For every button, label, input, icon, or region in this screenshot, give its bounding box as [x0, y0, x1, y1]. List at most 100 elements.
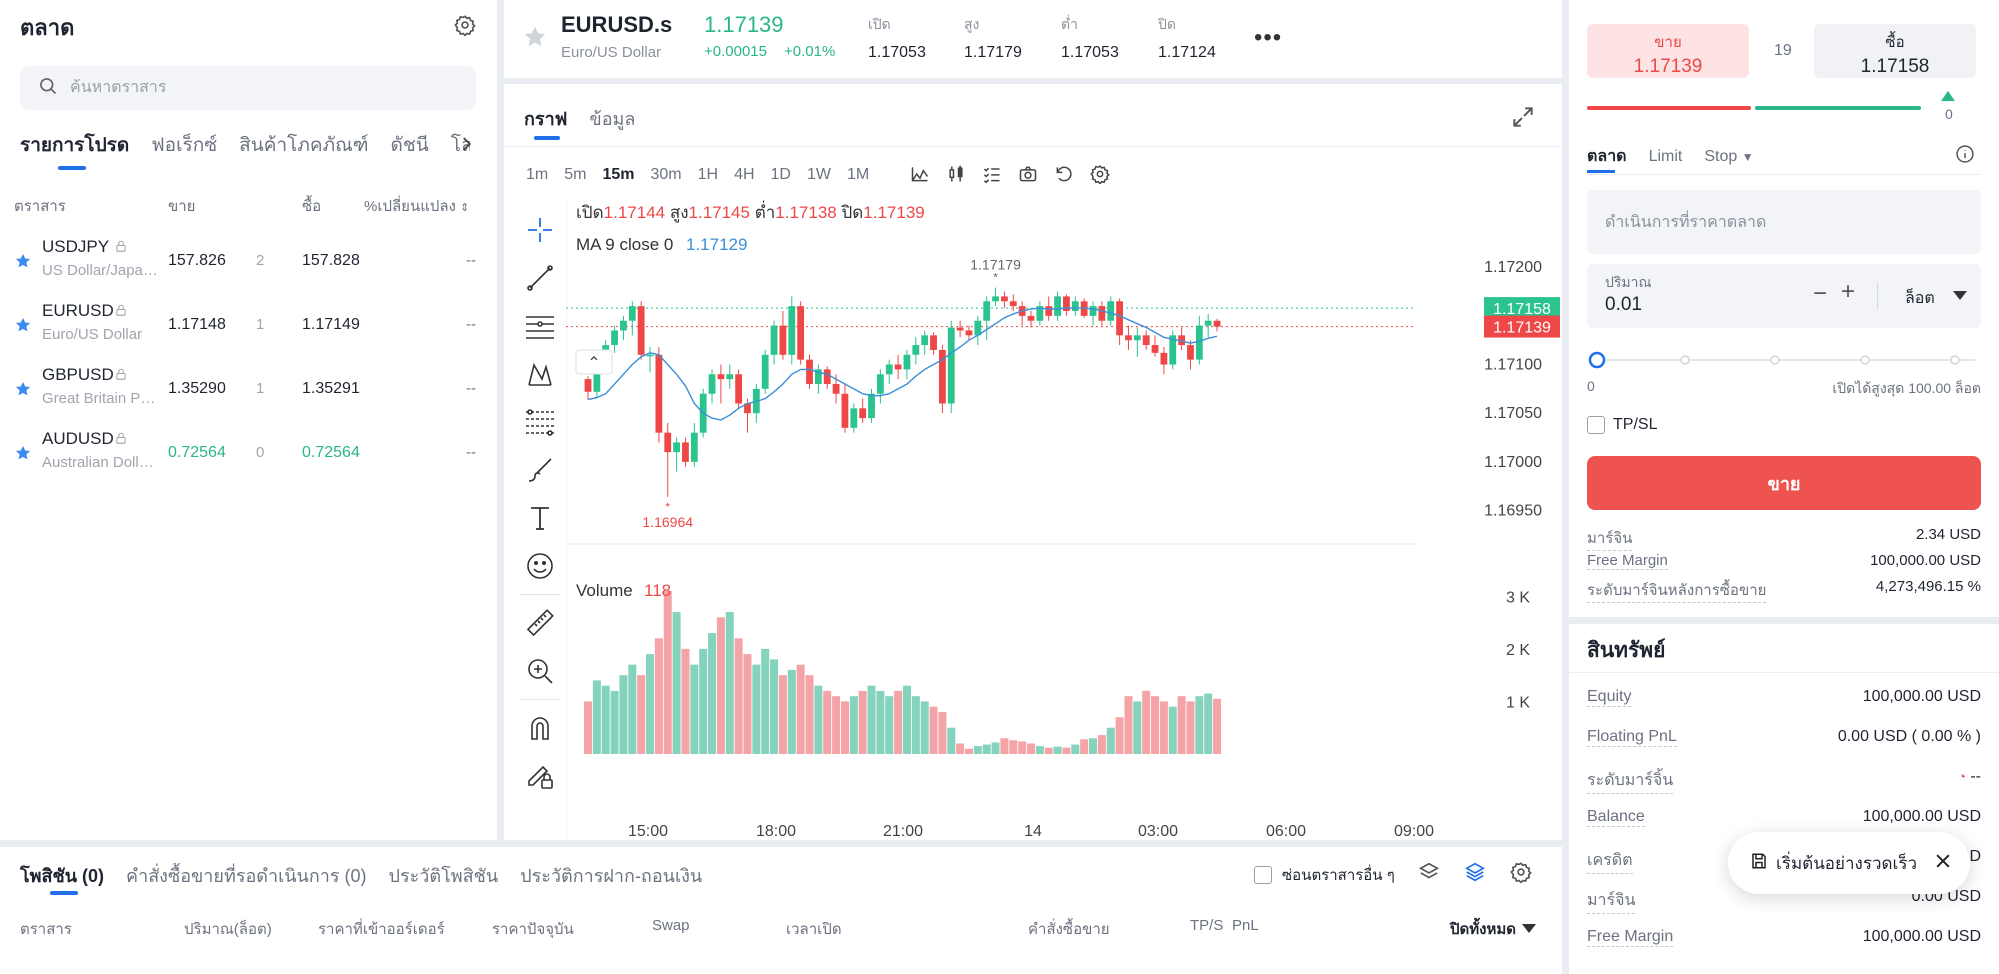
- market-row-gbpusd[interactable]: GBPUSD Great Britain Pound/US Dollar 1.352…: [0, 358, 497, 422]
- horizontal-lines-icon[interactable]: [520, 302, 560, 350]
- timeframe-1h[interactable]: 1H: [697, 166, 719, 183]
- market-row-audusd[interactable]: AUDUSD Australian Dollar/US Dollar 0.72564…: [0, 422, 497, 486]
- row-symbol: USDJPY: [42, 237, 110, 256]
- tpsl-toggle[interactable]: TP/SL: [1587, 416, 1657, 434]
- caret-down-icon[interactable]: [1953, 288, 1967, 306]
- timeframe-1w[interactable]: 1W: [806, 166, 831, 183]
- magnet-icon[interactable]: [520, 704, 560, 752]
- close-icon[interactable]: [1933, 851, 1953, 876]
- tab-stop-order[interactable]: Stop ▼: [1704, 147, 1754, 165]
- slider-min: 0: [1587, 378, 1595, 394]
- market-row-usdjpy[interactable]: USDJPY US Dollar/Japanese Yen 157.826 2 157.…: [0, 230, 497, 294]
- timeframe-5m[interactable]: 5m: [564, 166, 587, 183]
- row-change: --: [466, 380, 476, 397]
- candle-body: [726, 374, 734, 380]
- minus-icon[interactable]: −: [1813, 280, 1828, 307]
- indicators-icon[interactable]: [910, 164, 930, 189]
- crosshair-icon[interactable]: [520, 206, 560, 254]
- lock-drawings-icon[interactable]: [520, 752, 560, 800]
- volume-bar: [1168, 706, 1177, 754]
- volume-bar: [805, 675, 814, 754]
- star-filled-icon[interactable]: [14, 444, 32, 467]
- assets-panel: สินทรัพย์ Equity 100,000.00 USD Floating …: [1569, 624, 1999, 974]
- text-icon[interactable]: [520, 494, 560, 542]
- ruler-icon[interactable]: [520, 599, 560, 647]
- search-input[interactable]: [70, 79, 450, 97]
- timeframe-1m[interactable]: 1M: [846, 166, 870, 183]
- tab-deposit-history[interactable]: ประวัติการฝาก-ถอนเงิน: [520, 866, 703, 886]
- star-filled-icon[interactable]: [14, 252, 32, 275]
- y-tick-label: 1.16950: [1484, 503, 1542, 520]
- volume-bar: [1195, 696, 1204, 754]
- volume-bar: [699, 648, 708, 754]
- tab-pending-orders[interactable]: คำสั่งซื้อขายที่รอดำเนินการ (0): [126, 866, 367, 886]
- timeframe-15m[interactable]: 15m: [602, 166, 635, 183]
- candle-body: [1213, 320, 1221, 327]
- trendline-icon[interactable]: [520, 254, 560, 302]
- search-box[interactable]: [20, 66, 476, 110]
- tab-favorites[interactable]: รายการโปรด: [20, 130, 129, 170]
- sort-icon: ⇕: [460, 202, 470, 214]
- chevron-right-icon[interactable]: [454, 132, 478, 156]
- emoji-icon[interactable]: [520, 542, 560, 590]
- fibonacci-icon[interactable]: [520, 398, 560, 446]
- tab-commodities[interactable]: สินค้าโภคภัณฑ์: [239, 135, 369, 156]
- more-options-icon[interactable]: •••: [1254, 24, 1283, 51]
- chart-settings-icon[interactable]: [1090, 164, 1110, 189]
- price-chart[interactable]: 1.172001.171501.171001.170501.170001.169…: [566, 198, 1562, 840]
- submit-sell-button[interactable]: ขาย: [1587, 456, 1981, 510]
- star-filled-icon[interactable]: [14, 316, 32, 339]
- camera-icon[interactable]: [1018, 164, 1038, 189]
- star-filled-icon[interactable]: [14, 380, 32, 403]
- buy-price-button[interactable]: ซื้อ 1.17158: [1814, 24, 1976, 78]
- checklist-icon[interactable]: [982, 164, 1002, 189]
- tab-indices[interactable]: ดัชนี: [390, 135, 429, 156]
- timeframe-30m[interactable]: 30m: [650, 166, 682, 183]
- tab-forex[interactable]: ฟอเร็กซ์: [151, 135, 218, 156]
- col-open-time: เวลาเปิด: [786, 921, 842, 938]
- tab-limit-order[interactable]: Limit: [1648, 147, 1683, 165]
- settings-gear-icon[interactable]: [452, 12, 478, 38]
- volume-unit[interactable]: ล็อต: [1905, 290, 1935, 307]
- star-outline-icon[interactable]: [522, 24, 548, 55]
- brush-icon[interactable]: [520, 446, 560, 494]
- ask-price-tag: [1484, 297, 1560, 320]
- timeframe-1m[interactable]: 1m: [526, 166, 549, 183]
- info-icon[interactable]: [1955, 144, 1975, 169]
- pattern-icon[interactable]: [520, 350, 560, 398]
- market-row-eurusd[interactable]: EURUSD Euro/US Dollar 1.17148 1 1.17149 --: [0, 294, 497, 358]
- symbol-header: EURUSD.s Euro/US Dollar 1.17139 +0.00015…: [504, 0, 1562, 78]
- timeframe-1d[interactable]: 1D: [770, 166, 791, 183]
- candle-body: [717, 374, 725, 380]
- layers-icon[interactable]: [1418, 861, 1440, 888]
- ma-legend-label: MA 9 close 0: [576, 235, 673, 254]
- zoom-in-icon[interactable]: [520, 647, 560, 695]
- plus-icon[interactable]: +: [1841, 278, 1856, 305]
- volume-bar: [911, 696, 920, 754]
- quick-start-label[interactable]: เริ่มต้นอย่างรวดเร็ว: [1776, 853, 1918, 873]
- tab-market-order[interactable]: ตลาด: [1587, 144, 1627, 173]
- tpsl-checkbox[interactable]: [1587, 416, 1605, 434]
- expand-icon[interactable]: [1510, 104, 1536, 135]
- col-change[interactable]: %เปลี่ยนแปลง ⇕: [364, 198, 470, 215]
- tab-info[interactable]: ข้อมูล: [589, 109, 636, 129]
- timeframe-4h[interactable]: 4H: [734, 166, 755, 183]
- volume-bar: [778, 675, 787, 754]
- lock-icon: [114, 431, 128, 450]
- positions-settings-icon[interactable]: [1510, 861, 1532, 888]
- hide-other-checkbox[interactable]: [1254, 866, 1272, 884]
- hide-other-symbols[interactable]: ซ่อนตราสารอื่น ๆ: [1254, 863, 1395, 887]
- close-all-button[interactable]: ปิดทั้งหมด: [1450, 917, 1536, 941]
- tab-positions[interactable]: โพสิชัน (0): [20, 861, 104, 895]
- undo-icon[interactable]: [1054, 164, 1074, 189]
- sell-price-button[interactable]: ขาย 1.17139: [1587, 24, 1749, 78]
- volume-value[interactable]: 0.01: [1605, 294, 1642, 315]
- tab-chart[interactable]: กราฟ: [524, 104, 567, 140]
- volume-input[interactable]: ปริมาณ 0.01 − + ล็อต: [1587, 264, 1981, 328]
- volume-slider[interactable]: [1587, 350, 1981, 370]
- candle-type-icon[interactable]: [946, 164, 966, 189]
- tab-position-history[interactable]: ประวัติโพสิชัน: [388, 866, 499, 886]
- quick-start-toast[interactable]: เริ่มต้นอย่างรวดเร็ว: [1728, 832, 1970, 894]
- layers-active-icon[interactable]: [1464, 861, 1486, 888]
- volume-tick-label: 1 K: [1506, 694, 1530, 711]
